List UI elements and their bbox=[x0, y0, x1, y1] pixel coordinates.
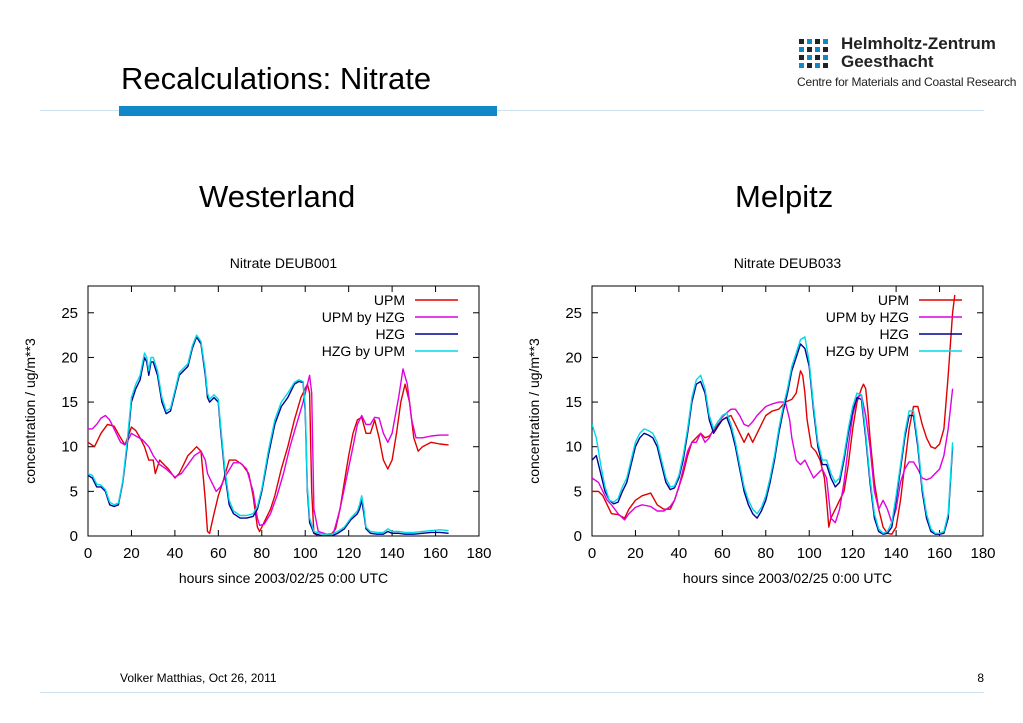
y-tick-label: 5 bbox=[70, 483, 78, 500]
chart-westerland: Nitrate DEUB001 0 20 40 60 80 100 120 140 160 180 0… bbox=[10, 250, 520, 600]
logo-dot bbox=[807, 47, 812, 52]
logo-dot bbox=[799, 39, 804, 44]
helmholtz-logo: Helmholtz-Zentrum Geesthacht Centre for … bbox=[797, 34, 1016, 94]
footer-divider bbox=[40, 692, 984, 693]
legend-label: HZG bbox=[879, 326, 909, 342]
x-tick-label: 180 bbox=[970, 545, 995, 562]
chart-title: Nitrate DEUB001 bbox=[230, 255, 338, 271]
series-line-upm-by-hzg bbox=[592, 388, 954, 524]
legend-label: HZG bbox=[375, 326, 405, 342]
legend-label: UPM by HZG bbox=[322, 309, 405, 325]
x-tick-label: 20 bbox=[123, 545, 140, 562]
y-tick-label: 25 bbox=[61, 305, 78, 322]
y-tick-label: 10 bbox=[61, 439, 78, 456]
y-axis-label: concentration / ug/m**3 bbox=[22, 338, 38, 484]
logo-name-line1: Helmholtz-Zentrum bbox=[841, 34, 996, 53]
x-tick-label: 100 bbox=[293, 545, 318, 562]
legend-label: HZG by UPM bbox=[322, 343, 405, 359]
slide-title: Recalculations: Nitrate bbox=[121, 61, 432, 96]
legend-label: UPM bbox=[374, 292, 405, 308]
y-tick-label: 0 bbox=[70, 528, 78, 545]
logo-dot bbox=[823, 55, 828, 60]
y-tick-label: 10 bbox=[565, 439, 582, 456]
x-tick-label: 80 bbox=[757, 545, 774, 562]
x-tick-label: 120 bbox=[840, 545, 865, 562]
y-tick-label: 15 bbox=[61, 394, 78, 411]
logo-dot bbox=[799, 63, 804, 68]
x-tick-label: 60 bbox=[714, 545, 731, 562]
chart-westerland-svg: Nitrate DEUB001 0 20 40 60 80 100 120 140 160 180 0… bbox=[22, 255, 492, 586]
x-tick-label: 140 bbox=[380, 545, 405, 562]
chart-melpitz: Nitrate DEUB033 0 20 40 60 80 100 120 140 160 180 0… bbox=[514, 250, 1023, 600]
logo-dot bbox=[815, 55, 820, 60]
logo-dot bbox=[799, 47, 804, 52]
x-tick-label: 0 bbox=[84, 545, 92, 562]
x-tick-label: 120 bbox=[336, 545, 361, 562]
logo-dot bbox=[823, 47, 828, 52]
x-tick-label: 160 bbox=[927, 545, 952, 562]
title-divider bbox=[40, 110, 984, 111]
y-tick-label: 20 bbox=[565, 349, 582, 366]
x-axis-label: hours since 2003/02/25 0:00 UTC bbox=[179, 570, 388, 586]
x-tick-label: 60 bbox=[210, 545, 227, 562]
logo-dot bbox=[807, 63, 812, 68]
x-tick-label: 100 bbox=[797, 545, 822, 562]
logo-dot bbox=[807, 39, 812, 44]
series-line-hzg-by-upm bbox=[88, 334, 449, 535]
title-accent-bar bbox=[119, 106, 497, 116]
x-tick-label: 160 bbox=[423, 545, 448, 562]
x-axis-label: hours since 2003/02/25 0:00 UTC bbox=[683, 570, 892, 586]
y-tick-label: 20 bbox=[61, 349, 78, 366]
chart-title: Nitrate DEUB033 bbox=[734, 255, 842, 271]
logo-dot bbox=[799, 55, 804, 60]
panel-heading-melpitz: Melpitz bbox=[735, 179, 834, 214]
series-line-upm bbox=[88, 383, 449, 536]
page-number: 8 bbox=[977, 671, 984, 685]
y-tick-label: 25 bbox=[565, 305, 582, 322]
logo-dot bbox=[815, 47, 820, 52]
logo-dot bbox=[815, 39, 820, 44]
panel-heading-westerland: Westerland bbox=[199, 179, 356, 214]
logo-dot bbox=[823, 39, 828, 44]
x-tick-label: 80 bbox=[253, 545, 270, 562]
y-axis-label: concentration / ug/m**3 bbox=[526, 338, 542, 484]
y-tick-label: 0 bbox=[574, 528, 582, 545]
legend-label: HZG by UPM bbox=[826, 343, 909, 359]
logo-subtitle: Centre for Materials and Coastal Researc… bbox=[797, 75, 1017, 89]
x-tick-label: 0 bbox=[588, 545, 596, 562]
logo-name-line2: Geesthacht bbox=[841, 52, 934, 71]
logo-dots-icon bbox=[799, 39, 828, 68]
chart-melpitz-svg: Nitrate DEUB033 0 20 40 60 80 100 120 140 160 180 0… bbox=[526, 255, 996, 586]
series-line-upm-by-hzg bbox=[88, 368, 449, 535]
x-tick-label: 20 bbox=[627, 545, 644, 562]
footer-author-date: Volker Matthias, Oct 26, 2011 bbox=[120, 671, 277, 685]
legend-label: UPM bbox=[878, 292, 909, 308]
logo-dot bbox=[807, 55, 812, 60]
logo-dot bbox=[823, 63, 828, 68]
x-tick-label: 180 bbox=[466, 545, 491, 562]
series-line-hzg-by-upm bbox=[592, 336, 954, 534]
plot-frame bbox=[591, 285, 984, 537]
y-tick-label: 15 bbox=[565, 394, 582, 411]
x-tick-label: 40 bbox=[671, 545, 688, 562]
legend-label: UPM by HZG bbox=[826, 309, 909, 325]
x-tick-label: 40 bbox=[167, 545, 184, 562]
series-line-hzg bbox=[592, 343, 954, 535]
logo-dot bbox=[815, 63, 820, 68]
y-tick-label: 5 bbox=[574, 483, 582, 500]
x-tick-label: 140 bbox=[884, 545, 909, 562]
plot-frame bbox=[87, 285, 480, 537]
